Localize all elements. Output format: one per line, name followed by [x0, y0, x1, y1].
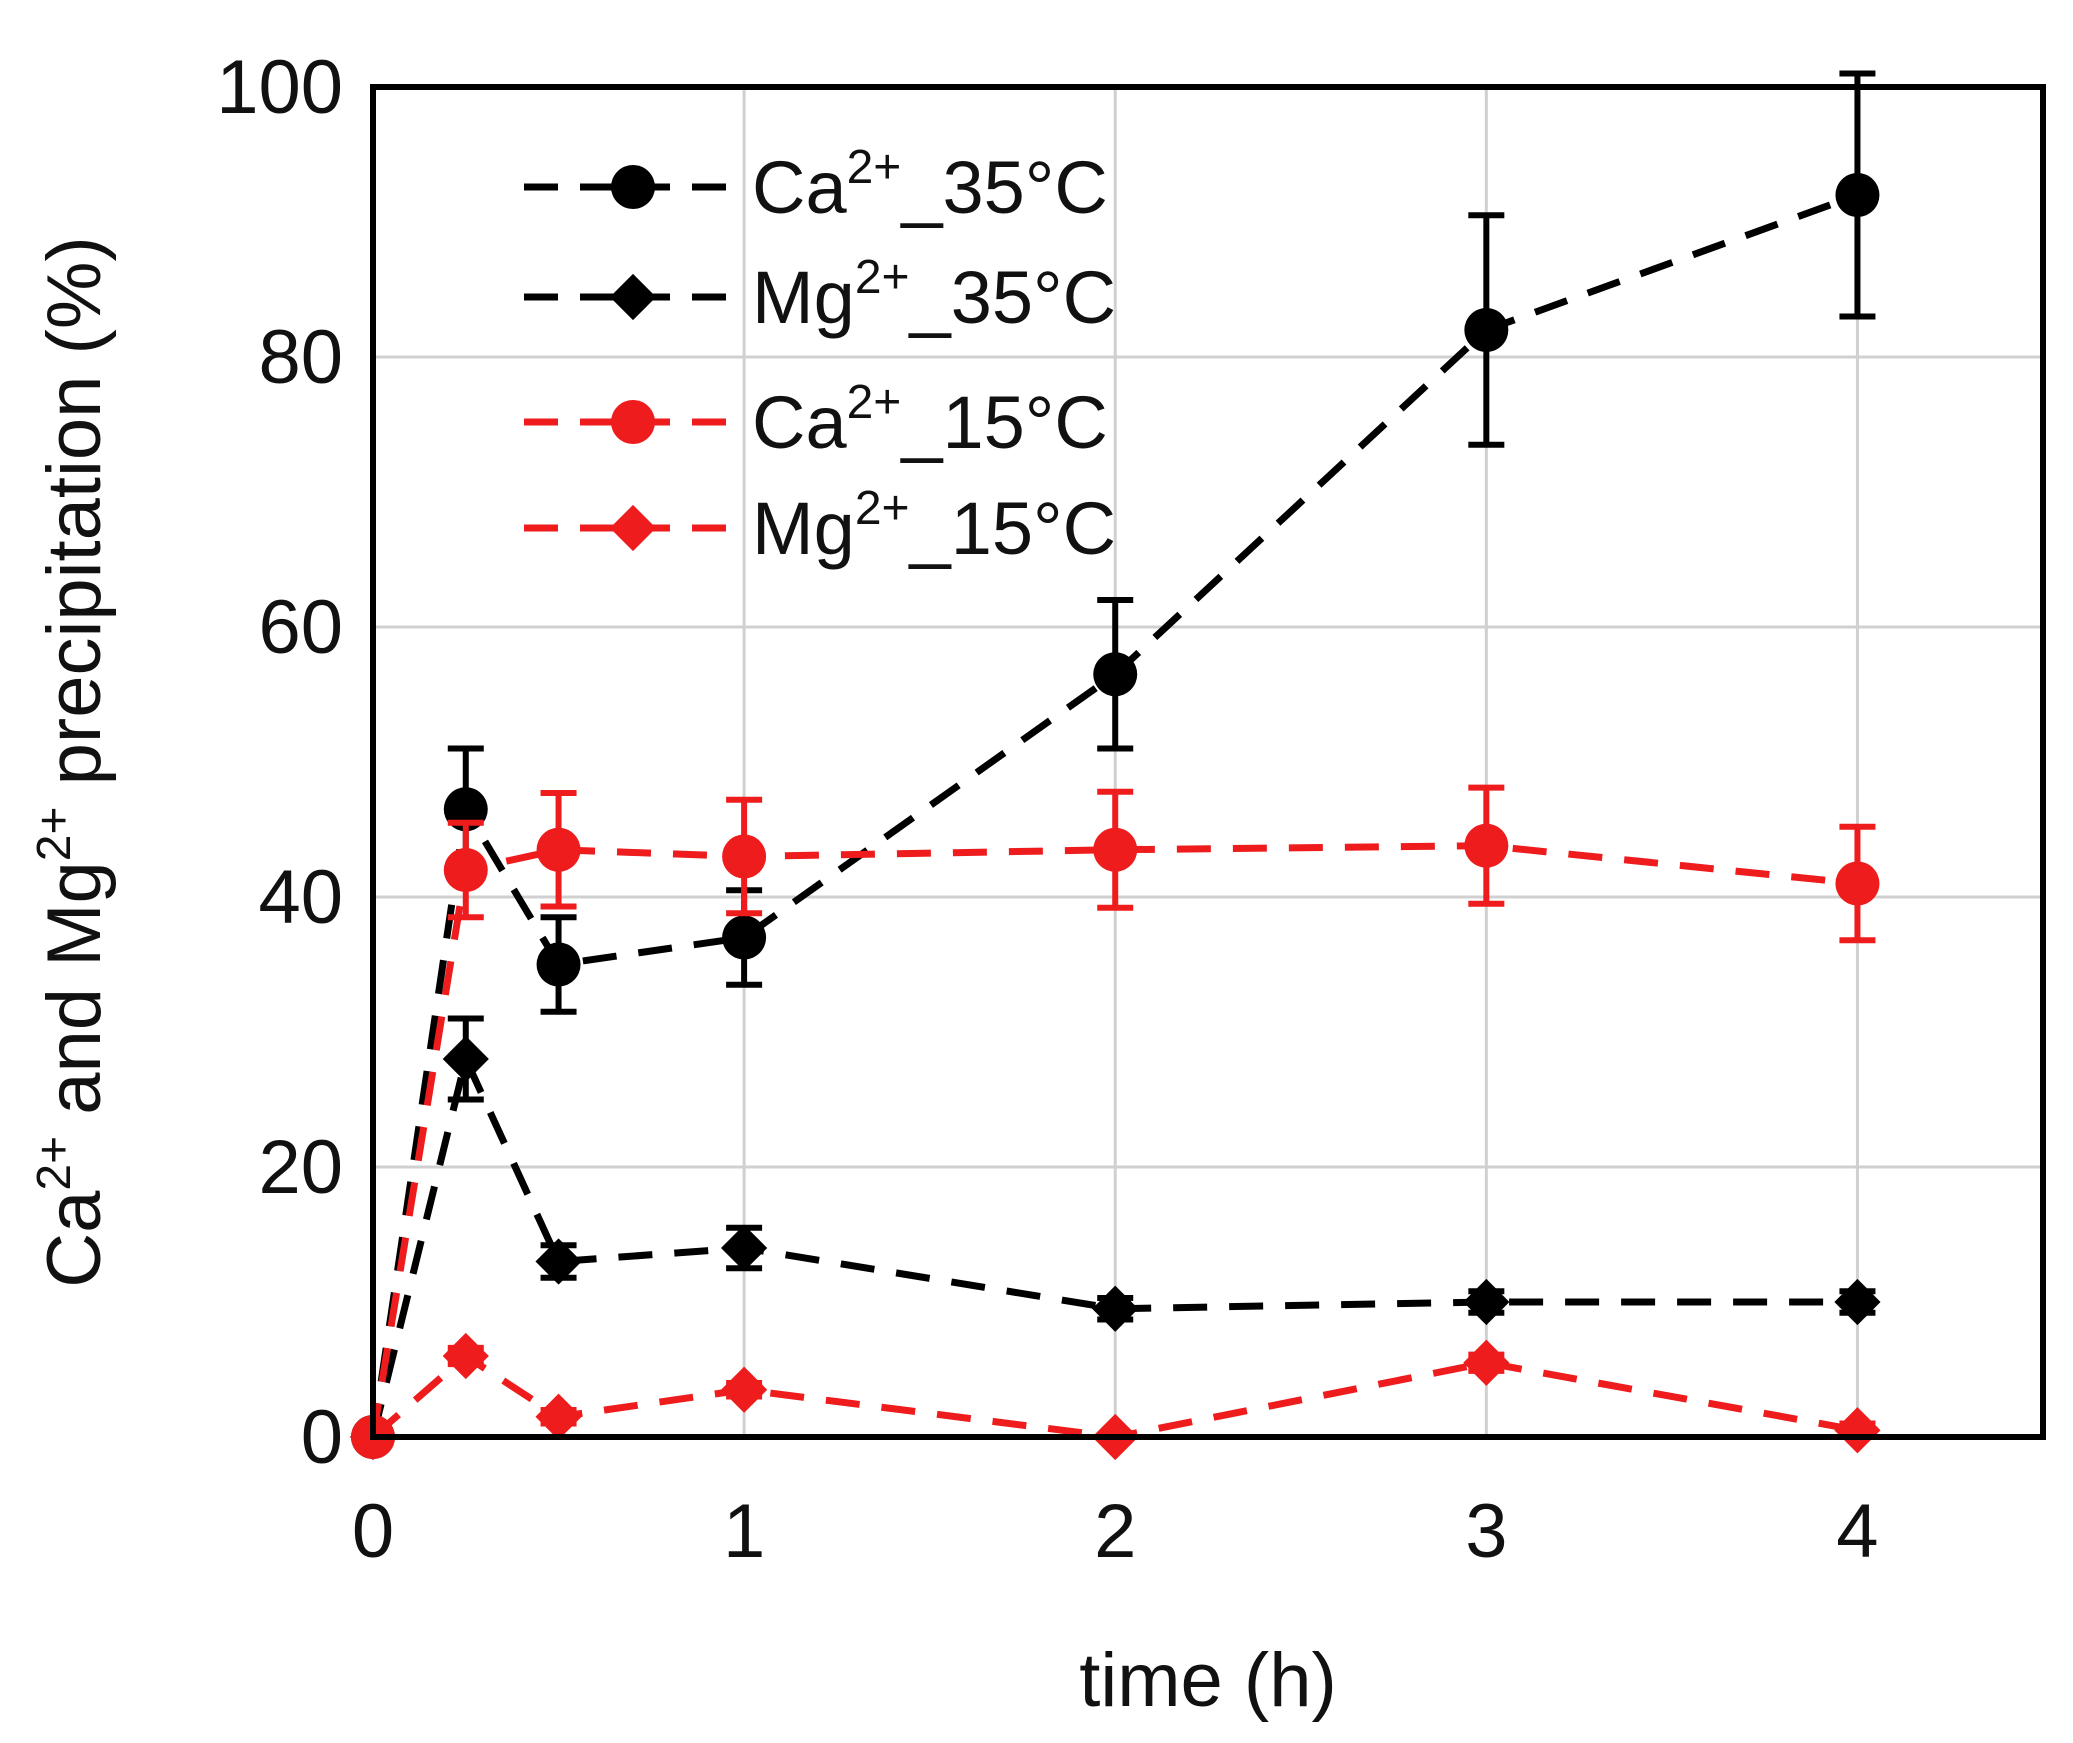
data-point [536, 827, 581, 872]
legend-label-sup: 2+ [847, 141, 902, 194]
y-tick-label: 100 [216, 45, 343, 130]
x-axis-title: time (h) [1079, 1638, 1337, 1723]
series-layer [349, 70, 1881, 1461]
legend-label-sup: 2+ [847, 376, 902, 429]
legend-label-sup: 2+ [855, 251, 910, 304]
legend-label: Ca2+_35°C [752, 141, 1108, 229]
legend-entry-1: Mg2+_35°C [524, 251, 1116, 339]
data-point [1834, 1407, 1881, 1454]
x-tick-label: 2 [1094, 1489, 1136, 1574]
legend-entry-0: Ca2+_35°C [524, 141, 1108, 229]
data-point [1835, 861, 1880, 906]
legend-marker [609, 504, 657, 552]
data-point [442, 1332, 489, 1380]
y-tick-label: 20 [258, 1125, 343, 1210]
legend-marker [611, 165, 655, 209]
data-point [1835, 173, 1880, 217]
data-point [722, 834, 767, 879]
legend-label-suffix: _35°C [908, 256, 1117, 339]
legend-entry-2: Ca2+_15°C [524, 376, 1108, 464]
y-title-sup-ca: 2+ [28, 1136, 81, 1191]
data-point [1464, 823, 1509, 868]
legend-label-suffix: _15°C [908, 487, 1117, 570]
data-point [721, 1224, 768, 1272]
plot-frame [370, 84, 2046, 1440]
data-point [1093, 827, 1138, 872]
legend-label-suffix: _35°C [899, 146, 1108, 229]
legend-label-base: Ca [752, 381, 847, 464]
legend-label: Ca2+_15°C [752, 376, 1108, 464]
legend-label: Mg2+_15°C [752, 482, 1116, 570]
data-point [721, 1366, 768, 1413]
data-point [1834, 1278, 1881, 1326]
series-1 [349, 1015, 1881, 1461]
y-tick-label: 40 [258, 855, 343, 940]
y-title-part-and-mg: and Mg [32, 861, 117, 1136]
y-title-sup-mg: 2+ [28, 807, 81, 862]
legend-label: Mg2+_35°C [752, 251, 1116, 339]
legend-marker [611, 400, 655, 444]
y-axis-title: Ca2+ and Mg2+ precipitation (%) [28, 236, 117, 1287]
x-tick-label: 3 [1465, 1489, 1507, 1574]
legend-label-suffix: _15°C [899, 381, 1108, 464]
data-point [1092, 1285, 1139, 1332]
y-title-part-ca: Ca [32, 1190, 117, 1288]
legend-entry-3: Mg2+_15°C [524, 482, 1116, 570]
y-tick-label: 0 [301, 1395, 343, 1480]
data-point [442, 1035, 489, 1083]
x-tick-label: 1 [723, 1489, 765, 1574]
legend-label-sup: 2+ [855, 482, 910, 535]
series-2 [351, 784, 1880, 1459]
y-title-part-rest: precipitation (%) [32, 236, 117, 806]
legend-label-base: Ca [752, 146, 847, 229]
data-point [1463, 1339, 1510, 1386]
data-point [535, 1393, 582, 1440]
x-tick-label: 4 [1836, 1489, 1878, 1574]
data-point [536, 942, 581, 987]
data-point [443, 848, 488, 892]
legend-label-base: Mg [752, 487, 855, 570]
x-tick-label: 0 [352, 1489, 394, 1574]
data-point [535, 1238, 582, 1285]
data-point [1463, 1278, 1510, 1326]
y-tick-label: 80 [258, 315, 343, 400]
legend-marker [609, 273, 657, 321]
data-point [722, 915, 767, 960]
legend-label-base: Mg [752, 256, 855, 339]
y-tick-label: 60 [258, 585, 343, 670]
data-point [1464, 308, 1509, 352]
data-point [1093, 652, 1138, 697]
